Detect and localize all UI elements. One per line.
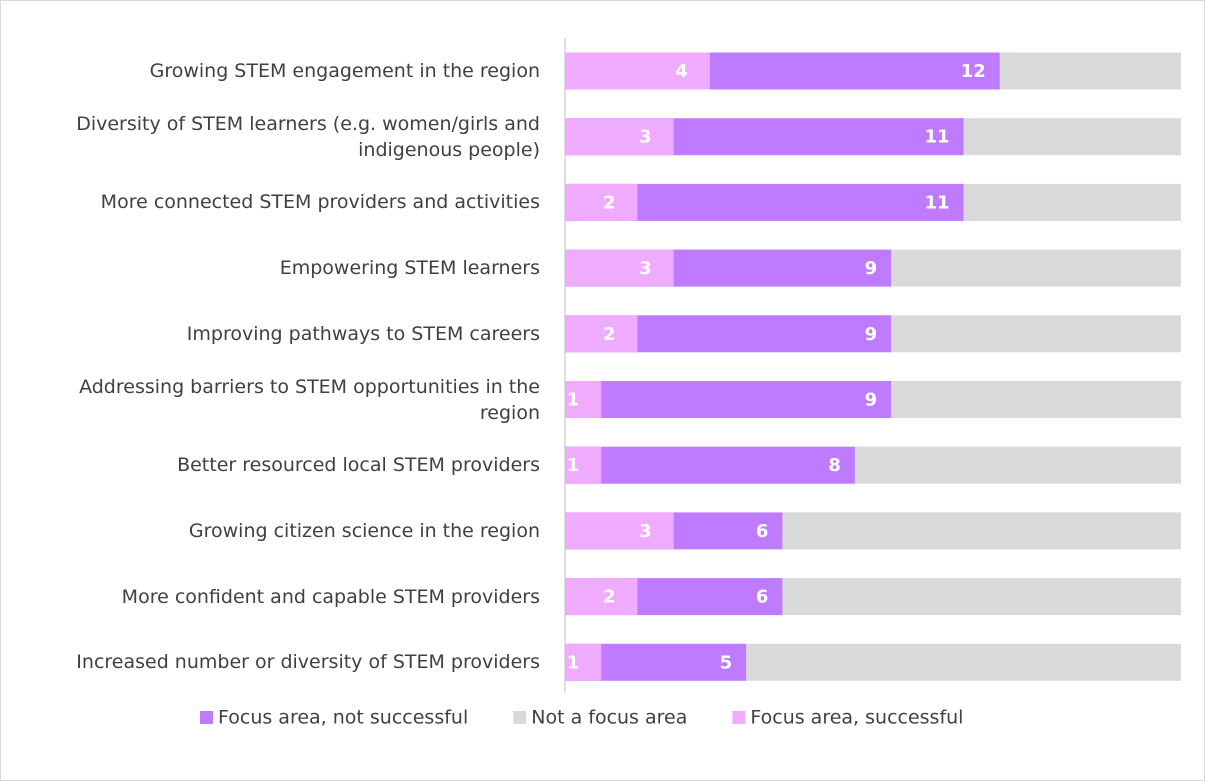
category-label: Growing citizen science in the region	[188, 519, 540, 542]
value-label: 4	[675, 61, 688, 82]
category-label: Improving pathways to STEM careers	[186, 322, 540, 345]
value-label: 1	[567, 390, 580, 411]
bar	[565, 52, 710, 90]
category-label: Addressing barriers to STEM opportunitie…	[79, 375, 540, 424]
category-label: Empowering STEM learners	[279, 257, 540, 280]
legend-swatch	[200, 711, 213, 724]
value-label: 2	[603, 192, 616, 213]
value-label: 1	[567, 455, 580, 476]
legend-label: Focus area, successful	[750, 707, 963, 729]
bar	[565, 381, 602, 418]
value-label: 11	[925, 127, 950, 148]
legend-label: Focus area, not successful	[218, 707, 468, 729]
value-label: 6	[756, 587, 769, 608]
value-label: 3	[639, 127, 652, 148]
bar	[963, 118, 1181, 156]
value-label: 12	[961, 61, 986, 82]
category-label: Increased number or diversity of STEM pr…	[76, 651, 540, 674]
bar	[782, 512, 1181, 550]
legend-label: Not a focus area	[531, 707, 687, 729]
bar	[565, 446, 855, 484]
category-label: Growing STEM engagement in the region	[149, 60, 540, 82]
bar	[782, 578, 1181, 616]
category-label: Better resourced local STEM providers	[177, 454, 540, 477]
bar	[565, 249, 674, 287]
category-label: More connected STEM providers and activi…	[100, 191, 540, 214]
bar	[854, 446, 1181, 484]
legend-swatch	[513, 711, 527, 724]
bar	[565, 381, 892, 418]
bar	[999, 52, 1181, 90]
bar	[565, 315, 638, 353]
bar	[565, 578, 638, 616]
value-label: 2	[603, 587, 616, 608]
value-label: 8	[828, 455, 841, 476]
bar	[565, 446, 602, 484]
value-label: 6	[756, 521, 769, 542]
bar	[565, 643, 602, 681]
value-label: 9	[865, 258, 878, 279]
legend-swatch	[732, 711, 746, 724]
value-label: 9	[865, 390, 878, 411]
bar	[963, 183, 1181, 221]
bar	[565, 512, 674, 550]
bar	[891, 315, 1181, 353]
bar	[891, 381, 1181, 418]
value-label: 1	[567, 652, 580, 673]
category-label: More confident and capable STEM provider…	[121, 585, 540, 608]
value-label: 3	[639, 258, 652, 279]
value-label: 3	[639, 521, 652, 542]
bar	[746, 643, 1181, 681]
value-label: 9	[865, 324, 878, 345]
value-label: 5	[720, 652, 733, 673]
category-label: Diversity of STEM learners (e.g. women/g…	[76, 112, 540, 161]
bar	[565, 118, 674, 156]
value-label: 11	[925, 192, 950, 213]
bar	[891, 249, 1181, 287]
bar	[565, 183, 638, 221]
value-label: 2	[603, 324, 616, 345]
